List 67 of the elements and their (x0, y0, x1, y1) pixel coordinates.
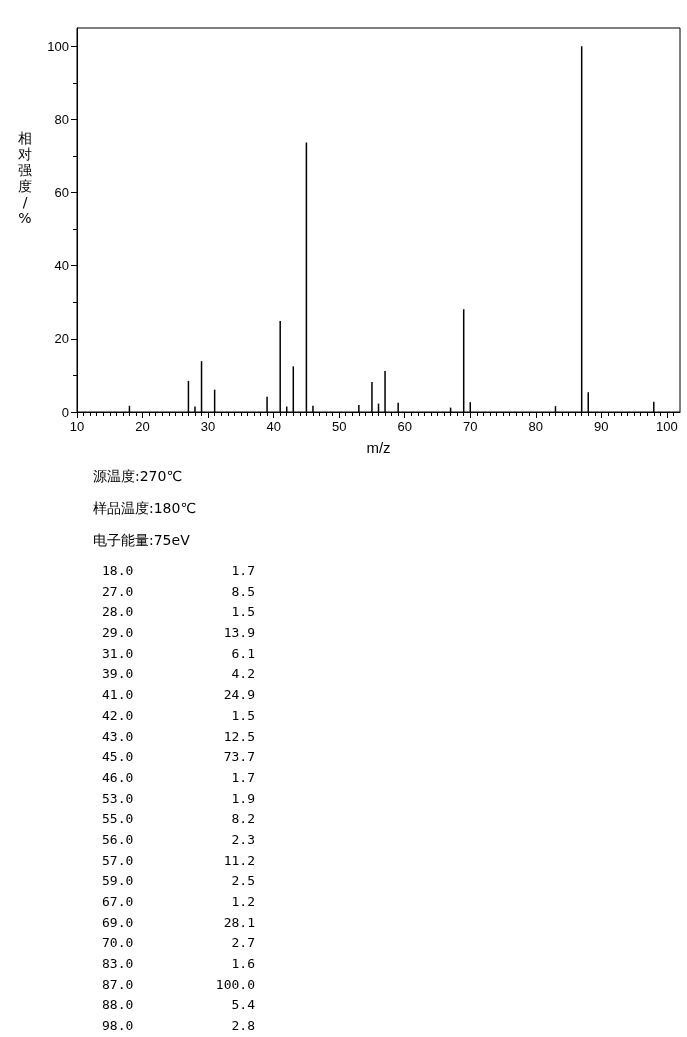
y-tick-label: 100 (47, 38, 69, 54)
y-tick-label: 60 (54, 185, 69, 201)
text: 2.7 (231, 934, 255, 953)
text: 13.9 (223, 624, 255, 643)
text: 98.0 (102, 1017, 134, 1036)
text: 1.2 (231, 893, 255, 911)
text: 69.0 (102, 913, 134, 932)
text: 67.0 (102, 893, 134, 911)
text: 24.9 (223, 686, 255, 705)
x-tick-label: 20 (135, 419, 150, 434)
text: 11.2 (223, 851, 255, 870)
x-tick-label: 60 (397, 419, 412, 434)
text: 8.2 (231, 810, 255, 829)
text: 53.0 (102, 789, 134, 808)
x-tick-label: 90 (594, 419, 609, 434)
x-tick-label: 70 (463, 419, 478, 434)
text: 1.7 (231, 562, 255, 580)
text: 1.5 (231, 706, 255, 725)
text: 2.3 (231, 830, 255, 849)
text: 57.0 (102, 851, 134, 870)
text: 41.0 (102, 686, 134, 705)
text: 18.0 (102, 562, 134, 580)
text: 31.0 (102, 644, 134, 663)
text: 59.0 (102, 872, 134, 891)
text: 2.5 (231, 872, 255, 891)
text: 88.0 (102, 996, 134, 1015)
y-axis-title: 相对强度/% (17, 130, 33, 226)
text: 4.2 (231, 665, 255, 684)
text: 28.1 (223, 913, 255, 932)
text: 56.0 (102, 830, 134, 849)
text: 43.0 (102, 727, 134, 746)
text: 100.0 (215, 975, 255, 994)
x-axis-title: m/z (366, 439, 391, 456)
text: 42.0 (102, 706, 134, 725)
text: 6.1 (231, 644, 255, 663)
text: 27.0 (102, 582, 134, 601)
text: 87.0 (102, 975, 134, 994)
text: 1.9 (231, 789, 255, 808)
text: 5.4 (231, 996, 255, 1015)
text: 源温度:270℃ (93, 467, 184, 486)
x-tick-label: 10 (69, 419, 85, 434)
text: 2.8 (231, 1017, 255, 1036)
text: 12.5 (223, 727, 255, 746)
text: 55.0 (102, 810, 134, 829)
text: 29.0 (102, 624, 134, 643)
x-tick-label: 80 (528, 419, 544, 434)
y-tick-label: 20 (54, 331, 69, 347)
x-tick-label: 40 (266, 419, 281, 434)
text: 28.0 (102, 603, 134, 622)
text: 1.6 (231, 955, 255, 974)
text: 1.7 (231, 768, 255, 787)
text: 83.0 (102, 955, 134, 974)
text: 45.0 (102, 748, 134, 767)
y-tick-label: 40 (54, 258, 69, 274)
text: 70.0 (102, 934, 134, 953)
x-tick-label: 30 (200, 419, 216, 434)
y-tick-label: 80 (54, 111, 69, 127)
y-tick-label: 0 (61, 404, 69, 420)
text: 样品温度:180℃ (93, 499, 198, 518)
text: 8.5 (231, 582, 255, 601)
text: 1.5 (231, 603, 255, 622)
x-tick-label: 50 (331, 419, 347, 434)
text: 46.0 (102, 768, 134, 787)
text: 73.7 (223, 748, 255, 767)
text: 电子能量:75eV (93, 531, 191, 550)
text: 39.0 (102, 665, 134, 684)
x-tick-label: 100 (656, 419, 678, 434)
